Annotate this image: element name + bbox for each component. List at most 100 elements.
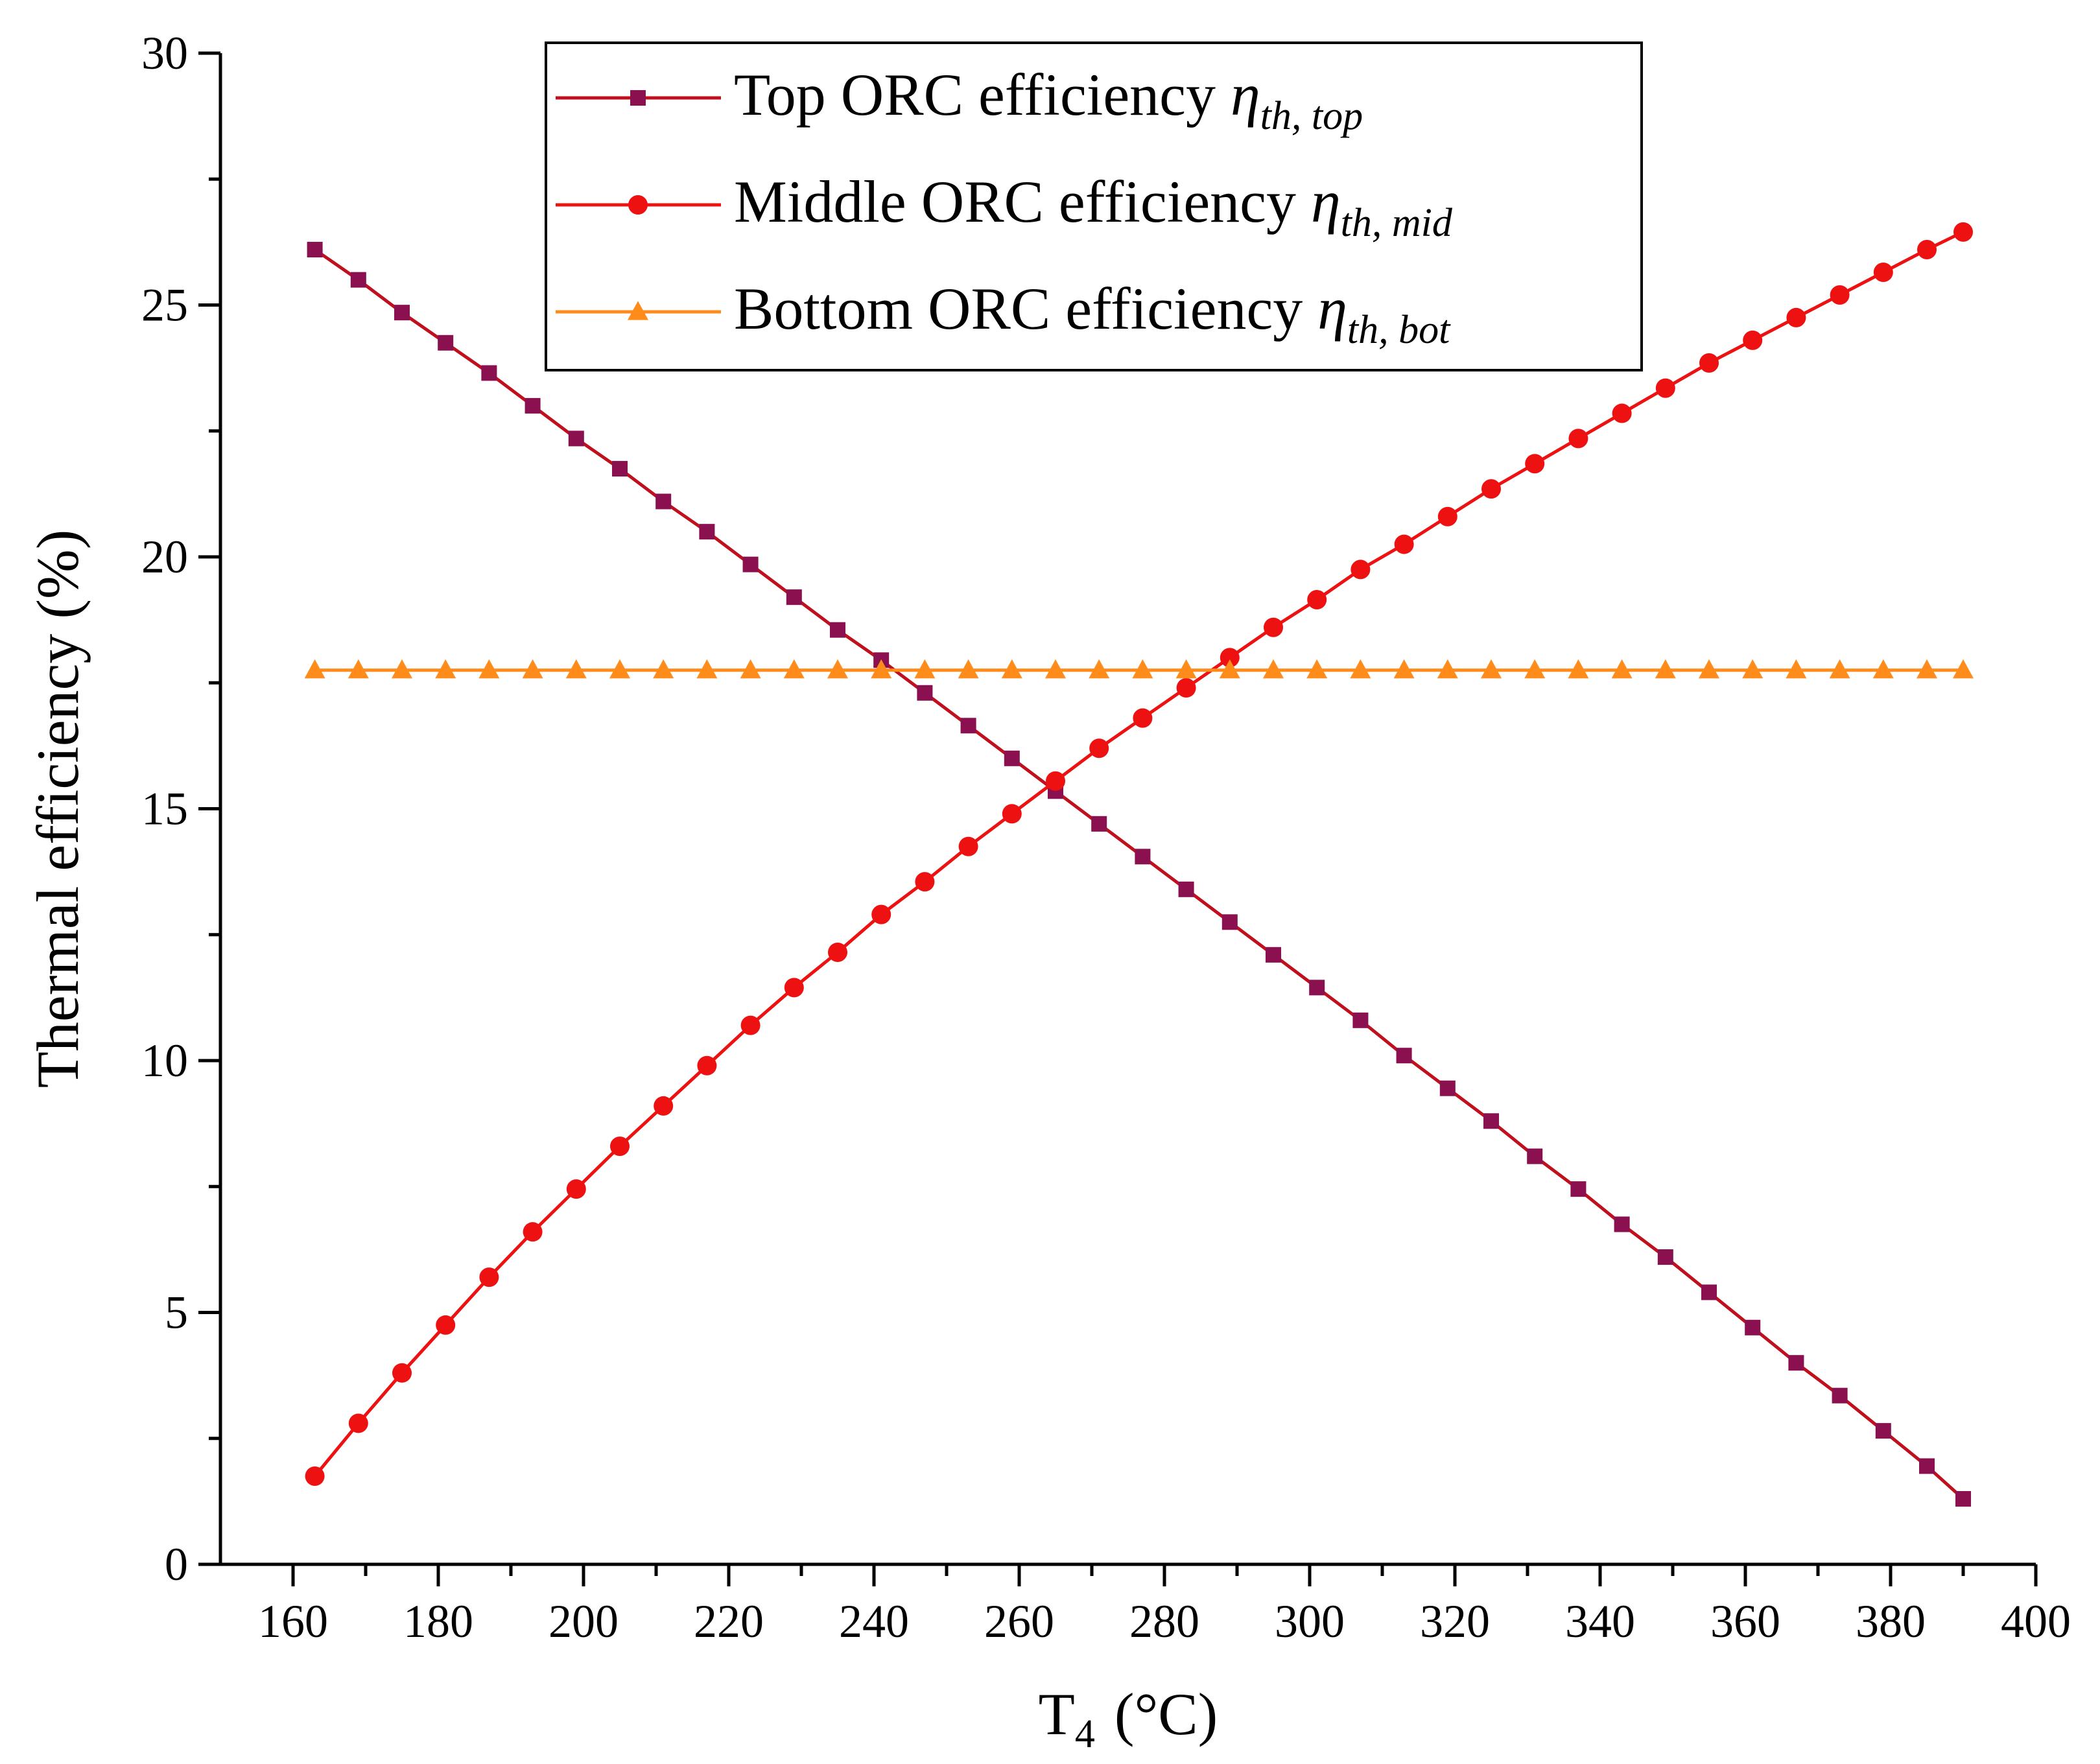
legend-item-3: Bottom ORC efficiency ηth, bot [556, 276, 1451, 352]
data-point [871, 659, 892, 679]
data-point [566, 1179, 586, 1199]
data-point [1350, 659, 1371, 679]
series-layer [304, 222, 1974, 1507]
data-point [960, 718, 976, 734]
data-point [740, 1015, 761, 1035]
data-point [1089, 659, 1110, 679]
data-point [1872, 659, 1894, 679]
data-point [1657, 1249, 1673, 1265]
data-point [522, 659, 543, 679]
data-point [612, 461, 628, 477]
data-point [786, 589, 802, 606]
legend: Top ORC efficiency ηth, top Middle ORC ef… [545, 41, 1643, 371]
data-point [568, 430, 584, 447]
data-point [1953, 659, 1974, 679]
data-point [1135, 849, 1151, 865]
data-point [1612, 403, 1632, 423]
data-point [350, 272, 366, 288]
data-point [1875, 1423, 1891, 1439]
data-point [1089, 738, 1109, 759]
data-point [1655, 378, 1675, 398]
data-point [1481, 659, 1502, 679]
data-point [1393, 659, 1415, 679]
data-point [1570, 1181, 1587, 1197]
data-point [392, 659, 412, 679]
data-point [1955, 1490, 1971, 1507]
data-point [1743, 330, 1763, 350]
series-1 [307, 242, 1971, 1507]
data-point [1832, 1387, 1848, 1404]
data-point [1045, 659, 1066, 679]
x-tick-label: 200 [549, 1595, 619, 1647]
data-point [653, 659, 674, 679]
x-tick-label: 260 [984, 1595, 1054, 1647]
data-point [1394, 534, 1414, 554]
x-tick-label: 240 [839, 1595, 909, 1647]
legend-item-1: Top ORC efficiency ηth, top [556, 62, 1363, 138]
data-point [1001, 659, 1022, 679]
x-tick-label: 320 [1420, 1595, 1490, 1647]
data-point [478, 659, 500, 679]
data-point [783, 659, 805, 679]
data-point [1917, 240, 1937, 260]
data-point [1396, 1048, 1412, 1064]
data-point [697, 1055, 717, 1076]
x-tick-label: 340 [1565, 1595, 1635, 1647]
y-tick-label: 30 [141, 27, 188, 79]
data-point [1786, 307, 1806, 327]
legend-label: Middle ORC efficiency ηth, mid [734, 169, 1453, 245]
data-point [1788, 1355, 1804, 1371]
data-point [1745, 1319, 1761, 1335]
data-point [1002, 804, 1022, 824]
x-tick-label: 380 [1856, 1595, 1926, 1647]
x-axis-title: T4 (°C) [1039, 1681, 1218, 1756]
data-point [740, 659, 761, 679]
data-point [1568, 659, 1589, 679]
data-point [1309, 980, 1325, 996]
legend-box [545, 41, 1643, 371]
data-point [1786, 659, 1807, 679]
data-point [1352, 1012, 1369, 1028]
data-point [1439, 1080, 1456, 1096]
data-point [610, 1136, 630, 1157]
y-tick-label: 10 [141, 1035, 188, 1087]
data-point [1264, 617, 1283, 637]
data-point [1219, 659, 1240, 679]
data-point [523, 1222, 543, 1242]
data-point [435, 659, 456, 679]
legend-label: Top ORC efficiency ηth, top [734, 62, 1363, 138]
data-point [1091, 816, 1107, 832]
data-point [1525, 454, 1545, 474]
data-point [307, 242, 323, 258]
data-point [914, 659, 936, 679]
data-point [348, 1413, 368, 1433]
legend-item-2: Middle ORC efficiency ηth, mid [556, 169, 1453, 245]
data-point [305, 1466, 325, 1487]
data-point [1266, 947, 1281, 963]
y-tick-label: 5 [165, 1287, 188, 1339]
data-point [1437, 659, 1458, 679]
data-point [830, 622, 845, 638]
data-point [436, 1315, 456, 1335]
legend-marker [628, 301, 648, 320]
data-point [565, 659, 587, 679]
data-point [699, 524, 715, 540]
data-point [654, 1096, 674, 1116]
data-point [917, 685, 933, 701]
data-point [871, 904, 891, 924]
data-point [1829, 659, 1850, 679]
x-tick-label: 180 [403, 1595, 473, 1647]
data-point [1917, 659, 1937, 679]
data-point [655, 493, 672, 510]
data-point [1701, 1284, 1717, 1300]
data-point [827, 659, 848, 679]
data-point [1133, 708, 1153, 728]
series-2 [305, 222, 1973, 1487]
x-tick-label: 220 [694, 1595, 764, 1647]
data-point [525, 397, 541, 414]
data-point [1175, 659, 1197, 679]
data-point [392, 1363, 412, 1383]
data-point [1527, 1148, 1543, 1164]
data-point [1655, 659, 1676, 679]
data-point [1873, 262, 1893, 282]
